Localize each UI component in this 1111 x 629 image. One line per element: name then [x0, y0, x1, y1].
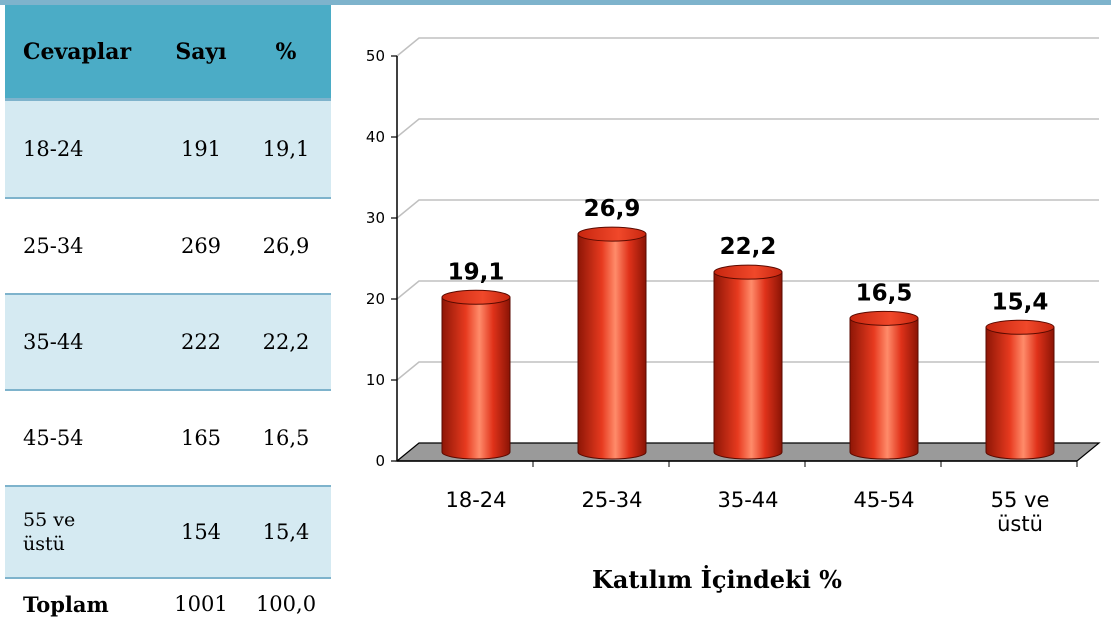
row-label: 25-34 — [23, 234, 84, 258]
chart-canvas: 0 10 20 30 40 50 19,1 18-24 26,9 25-34 22,2 35-44 16… — [366, 37, 1101, 594]
y-tick-label: 20 — [366, 290, 385, 308]
row-count: 165 — [180, 426, 222, 450]
bar-chart: 0 10 20 30 40 50 19,1 18-24 26,9 25-34 22,2 35-44 16… — [340, 8, 1111, 629]
bar — [713, 271, 783, 460]
table-row: 35-44 222 22,2 — [5, 293, 331, 389]
row-label-line2: üstü — [23, 533, 65, 555]
data-label: 15,4 — [992, 289, 1049, 315]
bar-cap — [577, 226, 647, 242]
data-label: 26,9 — [584, 196, 641, 222]
row-percent: 26,9 — [262, 234, 310, 258]
gridline — [396, 118, 1099, 138]
y-tick-label: 10 — [366, 371, 385, 389]
row-label: 18-24 — [23, 137, 84, 161]
y-tick-label: 30 — [366, 209, 385, 227]
x-tick-label: 18-24 — [445, 488, 506, 512]
row-count: 191 — [180, 137, 222, 161]
header-sayi: Sayı — [175, 38, 227, 65]
data-label: 19,1 — [448, 259, 505, 285]
row-percent: 16,5 — [262, 426, 310, 450]
bar-cap — [713, 264, 783, 280]
data-label: 16,5 — [856, 280, 913, 306]
bar — [849, 317, 919, 460]
row-label-line1: 55 ve — [23, 509, 76, 531]
x-tick-label: 55 ve — [991, 488, 1050, 512]
gridline — [396, 37, 1099, 57]
row-label: 35-44 — [23, 330, 84, 354]
y-tick-label: 50 — [366, 47, 385, 65]
bar-cap — [985, 319, 1055, 335]
table-row: 45-54 165 16,5 — [5, 389, 331, 485]
row-label: 45-54 — [23, 426, 84, 450]
bar-cap — [849, 310, 919, 326]
top-border — [0, 0, 1111, 5]
table-row: 55 ve üstü 154 15,4 — [5, 485, 331, 577]
row-percent: 19,1 — [262, 137, 310, 161]
row-count: 269 — [180, 234, 222, 258]
header-percent: % — [275, 38, 297, 65]
x-tick-label: 35-44 — [717, 488, 778, 512]
data-label: 22,2 — [720, 234, 777, 260]
row-label: 55 ve üstü — [5, 508, 161, 556]
y-tick-label: 0 — [375, 452, 385, 470]
row-count: 222 — [180, 330, 222, 354]
table-header-row: Cevaplar Sayı % — [5, 5, 331, 101]
x-axis-title: Katılım İçindeki % — [592, 565, 842, 594]
row-count: 154 — [180, 520, 222, 544]
total-count: 1001 — [174, 592, 228, 616]
x-tick-label: üstü — [997, 512, 1043, 536]
gridline — [396, 199, 1099, 219]
header-cevaplar: Cevaplar — [23, 38, 132, 65]
row-percent: 15,4 — [262, 520, 310, 544]
y-tick-label: 40 — [366, 128, 385, 146]
bar — [577, 233, 647, 460]
x-tick-label: 45-54 — [853, 488, 914, 512]
total-percent: 100,0 — [255, 592, 317, 616]
bar — [985, 326, 1055, 460]
row-percent: 22,2 — [262, 330, 310, 354]
table-row: 18-24 191 19,1 — [5, 101, 331, 197]
total-label: Toplam — [23, 591, 109, 617]
table-total-row: Toplam 1001 100,0 — [5, 577, 331, 629]
bar-cap — [441, 289, 511, 305]
x-tick-label: 25-34 — [581, 488, 642, 512]
bar — [441, 296, 511, 460]
gridline — [396, 280, 1099, 300]
table-row: 25-34 269 26,9 — [5, 197, 331, 293]
